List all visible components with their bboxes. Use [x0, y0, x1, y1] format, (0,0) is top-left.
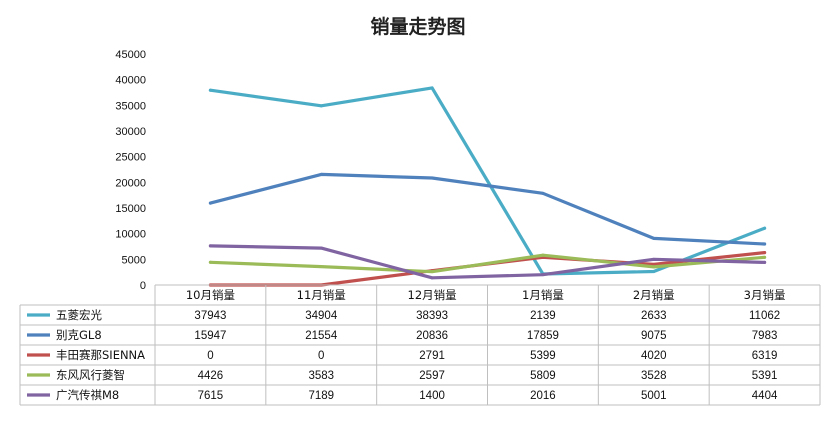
chart-title: 销量走势图 [370, 15, 465, 38]
data-point [652, 269, 656, 273]
data-point [208, 201, 212, 205]
data-point [763, 255, 767, 259]
series-line [208, 172, 767, 246]
data-label: 9075 [641, 330, 667, 342]
data-label: 7189 [308, 390, 334, 402]
series-name-label: 别克GL8 [56, 328, 102, 342]
data-label: 7983 [752, 330, 778, 342]
x-category-label: 3月销量 [744, 288, 786, 302]
data-label: 2597 [419, 370, 445, 382]
data-point [763, 226, 767, 230]
data-point [541, 273, 545, 277]
data-label: 0 [207, 350, 213, 362]
data-label: 5399 [530, 350, 556, 362]
x-category-label: 10月销量 [186, 288, 235, 302]
data-label: 4020 [641, 350, 667, 362]
data-label: 3528 [641, 370, 667, 382]
data-label: 2791 [419, 350, 445, 362]
series-name-label: 东风风行菱智 [56, 368, 125, 382]
data-label: 2016 [530, 390, 556, 402]
data-label: 5001 [641, 390, 667, 402]
x-category-label: 2月销量 [633, 288, 675, 302]
data-point [208, 260, 212, 264]
data-point [319, 246, 323, 250]
data-point [208, 244, 212, 248]
data-label: 15947 [194, 330, 226, 342]
y-tick-label: 45000 [115, 49, 146, 61]
x-category-label: 1月销量 [522, 288, 564, 302]
series-name-label: 广汽传祺M8 [56, 388, 119, 402]
y-tick-label: 35000 [115, 100, 146, 112]
series-line [208, 244, 767, 280]
data-point [208, 88, 212, 92]
data-label: 38393 [416, 310, 448, 322]
y-tick-label: 10000 [115, 229, 146, 241]
data-point [763, 251, 767, 255]
data-label: 3583 [308, 370, 334, 382]
data-point [763, 242, 767, 246]
y-tick-label: 40000 [115, 75, 146, 87]
data-label: 2139 [530, 310, 556, 322]
data-point [763, 260, 767, 264]
y-tick-label: 30000 [115, 126, 146, 138]
data-point [430, 276, 434, 280]
y-tick-label: 5000 [122, 254, 146, 266]
data-point [319, 172, 323, 176]
data-label: 5809 [530, 370, 556, 382]
x-category-label: 11月销量 [297, 288, 346, 302]
data-label: 21554 [305, 330, 338, 342]
data-point [652, 262, 656, 266]
data-point [541, 191, 545, 195]
data-label: 34904 [305, 310, 338, 322]
data-point [652, 236, 656, 240]
data-label: 6319 [752, 350, 778, 362]
data-label: 4404 [752, 390, 778, 402]
plot-area [208, 86, 767, 287]
y-axis: 0 5000 10000 15000 20000 25000 30000 35000 40000… [115, 49, 146, 292]
y-tick-label: 15000 [115, 203, 146, 215]
data-label: 5391 [752, 370, 778, 382]
series-name-label: 五菱宏光 [56, 308, 102, 322]
data-point [541, 253, 545, 257]
data-point [430, 270, 434, 274]
series-line [208, 251, 767, 287]
data-point [319, 265, 323, 269]
data-point [652, 257, 656, 261]
y-tick-label: 0 [140, 280, 146, 292]
y-tick-label: 25000 [115, 152, 146, 164]
series-name-label: 丰田赛那SIENNA [56, 348, 145, 362]
data-label: 1400 [419, 390, 445, 402]
data-point [430, 86, 434, 90]
series-line [208, 253, 767, 274]
x-category-label: 12月销量 [408, 288, 457, 302]
data-label: 37943 [194, 310, 226, 322]
data-label: 7615 [198, 390, 224, 402]
data-label: 2633 [641, 310, 667, 322]
data-label: 4426 [198, 370, 224, 382]
data-label: 0 [318, 350, 324, 362]
y-tick-label: 20000 [115, 177, 146, 189]
data-point [319, 104, 323, 108]
data-label: 17859 [527, 330, 559, 342]
data-point [430, 176, 434, 180]
data-point [652, 265, 656, 269]
data-label: 11062 [749, 310, 780, 322]
data-label: 20836 [416, 330, 448, 342]
